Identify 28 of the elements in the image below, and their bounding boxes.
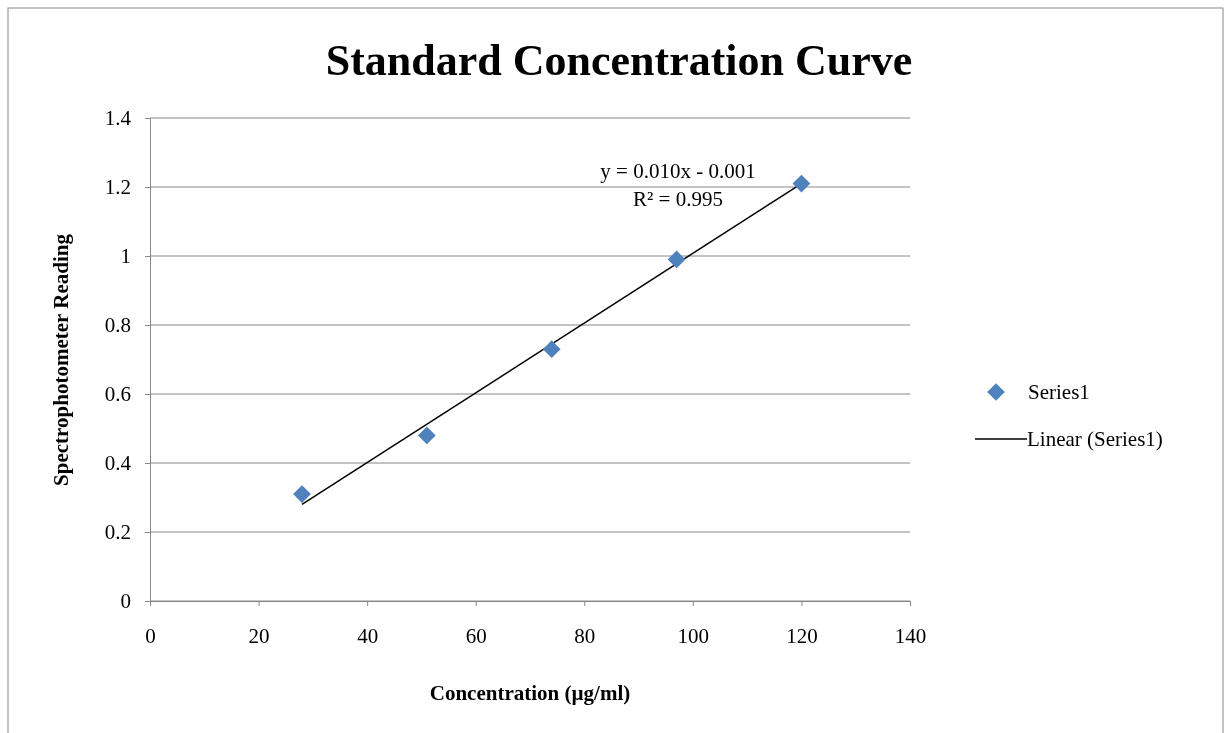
y-axis-title: Spectrophotometer Reading — [49, 233, 73, 486]
point — [667, 250, 686, 269]
annotation: y = 0.010x - 0.001 — [600, 159, 756, 183]
point — [418, 426, 436, 445]
y-tick-label: 0.4 — [104, 451, 132, 476]
x-tick-label: 80 — [574, 623, 596, 648]
y-tick-label: 1.4 — [104, 106, 132, 131]
x-tick-label: 100 — [677, 623, 710, 648]
point — [293, 485, 311, 503]
x-tick-label: 20 — [248, 623, 270, 648]
legend-label: Linear (Series1) — [1027, 427, 1163, 451]
y-tick-label: 0.8 — [104, 313, 131, 338]
x-tick-label: 140 — [894, 623, 927, 648]
legend-label: Series1 — [1028, 380, 1090, 404]
y-tick-label: 1 — [120, 244, 131, 269]
y-tick-label: 0.2 — [104, 520, 131, 545]
x-tick-label: 120 — [786, 623, 818, 648]
x-tick-label: 40 — [357, 623, 379, 648]
annotation: R² = 0.995 — [633, 187, 723, 211]
y-tick-label: 0.6 — [104, 382, 131, 407]
x-tick-label: 60 — [465, 623, 487, 648]
x-tick-label: 0 — [145, 623, 156, 648]
x-axis-title: Concentration (µg/ml) — [429, 681, 631, 705]
y-tick-label: 1.2 — [104, 175, 131, 200]
y-tick-label: 0 — [120, 589, 131, 614]
point — [792, 174, 811, 193]
chart-title: Standard Concentration Curve — [325, 36, 913, 85]
point — [542, 340, 561, 359]
